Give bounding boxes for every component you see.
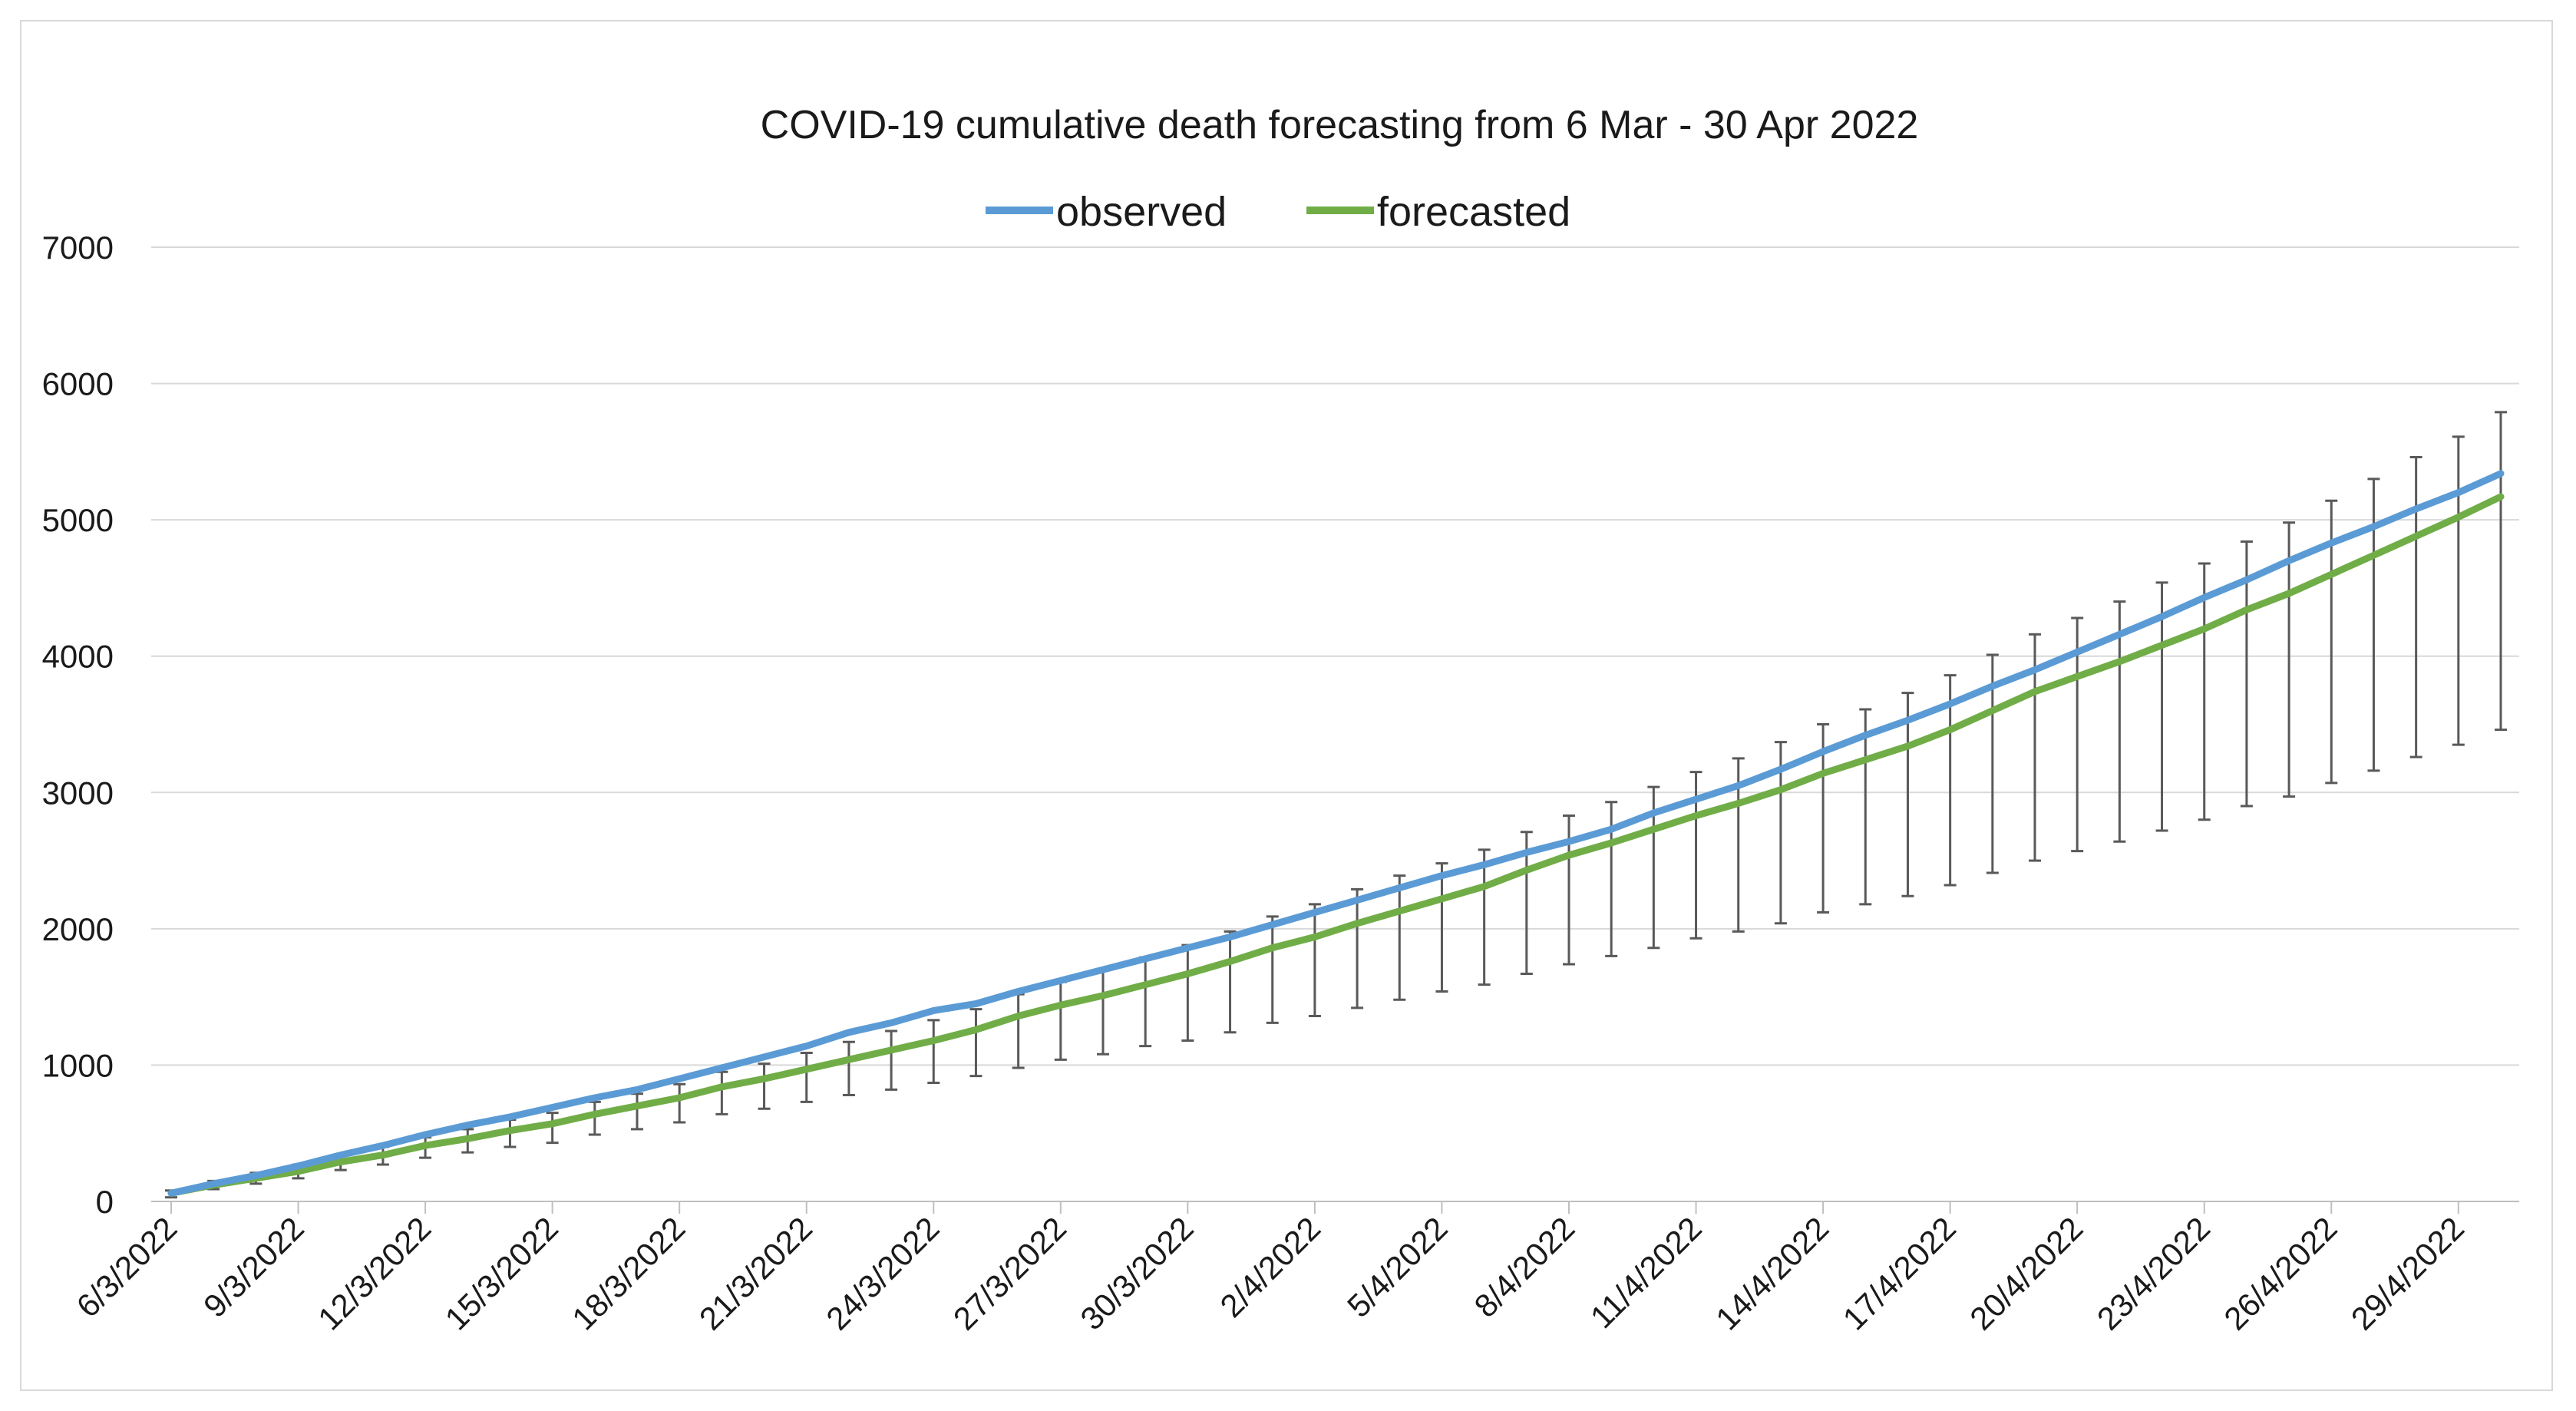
y-tick-label-6000: 6000 xyxy=(42,366,114,402)
x-tick-label-4: 18/3/2022 xyxy=(565,1210,692,1337)
x-tick-label-13: 14/4/2022 xyxy=(1709,1210,1835,1337)
error-bars xyxy=(165,411,2507,1199)
legend-label-observed: observed xyxy=(1056,189,1227,235)
series-line-observed xyxy=(167,470,2505,1197)
x-tick-label-1: 9/3/2022 xyxy=(197,1210,311,1324)
y-tick-label-1000: 1000 xyxy=(42,1047,114,1083)
x-tick-label-5: 21/3/2022 xyxy=(692,1210,819,1337)
y-axis: 0 1000 2000 3000 4000 5000 6000 7000 xyxy=(42,230,114,1220)
x-tick-label-6: 24/3/2022 xyxy=(819,1210,946,1337)
x-tick-label-14: 17/4/2022 xyxy=(1836,1210,1963,1337)
x-tick-label-2: 12/3/2022 xyxy=(311,1210,438,1337)
y-tick-label-5000: 5000 xyxy=(42,502,114,538)
y-tick-label-4000: 4000 xyxy=(42,639,114,675)
series-line-forecasted xyxy=(167,493,2505,1197)
x-tick-label-15: 20/4/2022 xyxy=(1963,1210,2089,1337)
series-lines xyxy=(167,470,2505,1197)
x-tick-label-7: 27/3/2022 xyxy=(946,1210,1073,1337)
x-tick-label-17: 26/4/2022 xyxy=(2217,1210,2343,1337)
x-tick-label-11: 8/4/2022 xyxy=(1468,1210,1582,1324)
x-tick-label-10: 5/4/2022 xyxy=(1340,1210,1455,1324)
x-tick-label-12: 11/4/2022 xyxy=(1584,1210,1709,1335)
x-tick-label-9: 2/4/2022 xyxy=(1213,1210,1327,1324)
legend-label-forecasted: forecasted xyxy=(1377,189,1570,235)
y-tick-label-7000: 7000 xyxy=(42,230,114,266)
gridlines xyxy=(151,246,2519,1066)
x-tick-label-3: 15/3/2022 xyxy=(438,1210,565,1337)
x-tick-label-18: 29/4/2022 xyxy=(2344,1210,2471,1337)
y-tick-label-2000: 2000 xyxy=(42,911,114,947)
y-tick-label-0: 0 xyxy=(96,1184,114,1220)
x-axis: 6/3/2022 9/3/2022 12/3/2022 15/3/2022 18/3/2… xyxy=(70,1201,2519,1337)
x-tick-label-16: 23/4/2022 xyxy=(2090,1210,2217,1337)
chart-title: COVID-19 cumulative death forecasting fr… xyxy=(761,103,1919,147)
chart-frame xyxy=(20,20,2553,1391)
y-tick-label-3000: 3000 xyxy=(42,775,114,811)
x-tick-label-8: 30/3/2022 xyxy=(1073,1210,1200,1337)
legend: observed forecasted xyxy=(986,189,1570,235)
x-tick-label-0: 6/3/2022 xyxy=(70,1210,184,1324)
